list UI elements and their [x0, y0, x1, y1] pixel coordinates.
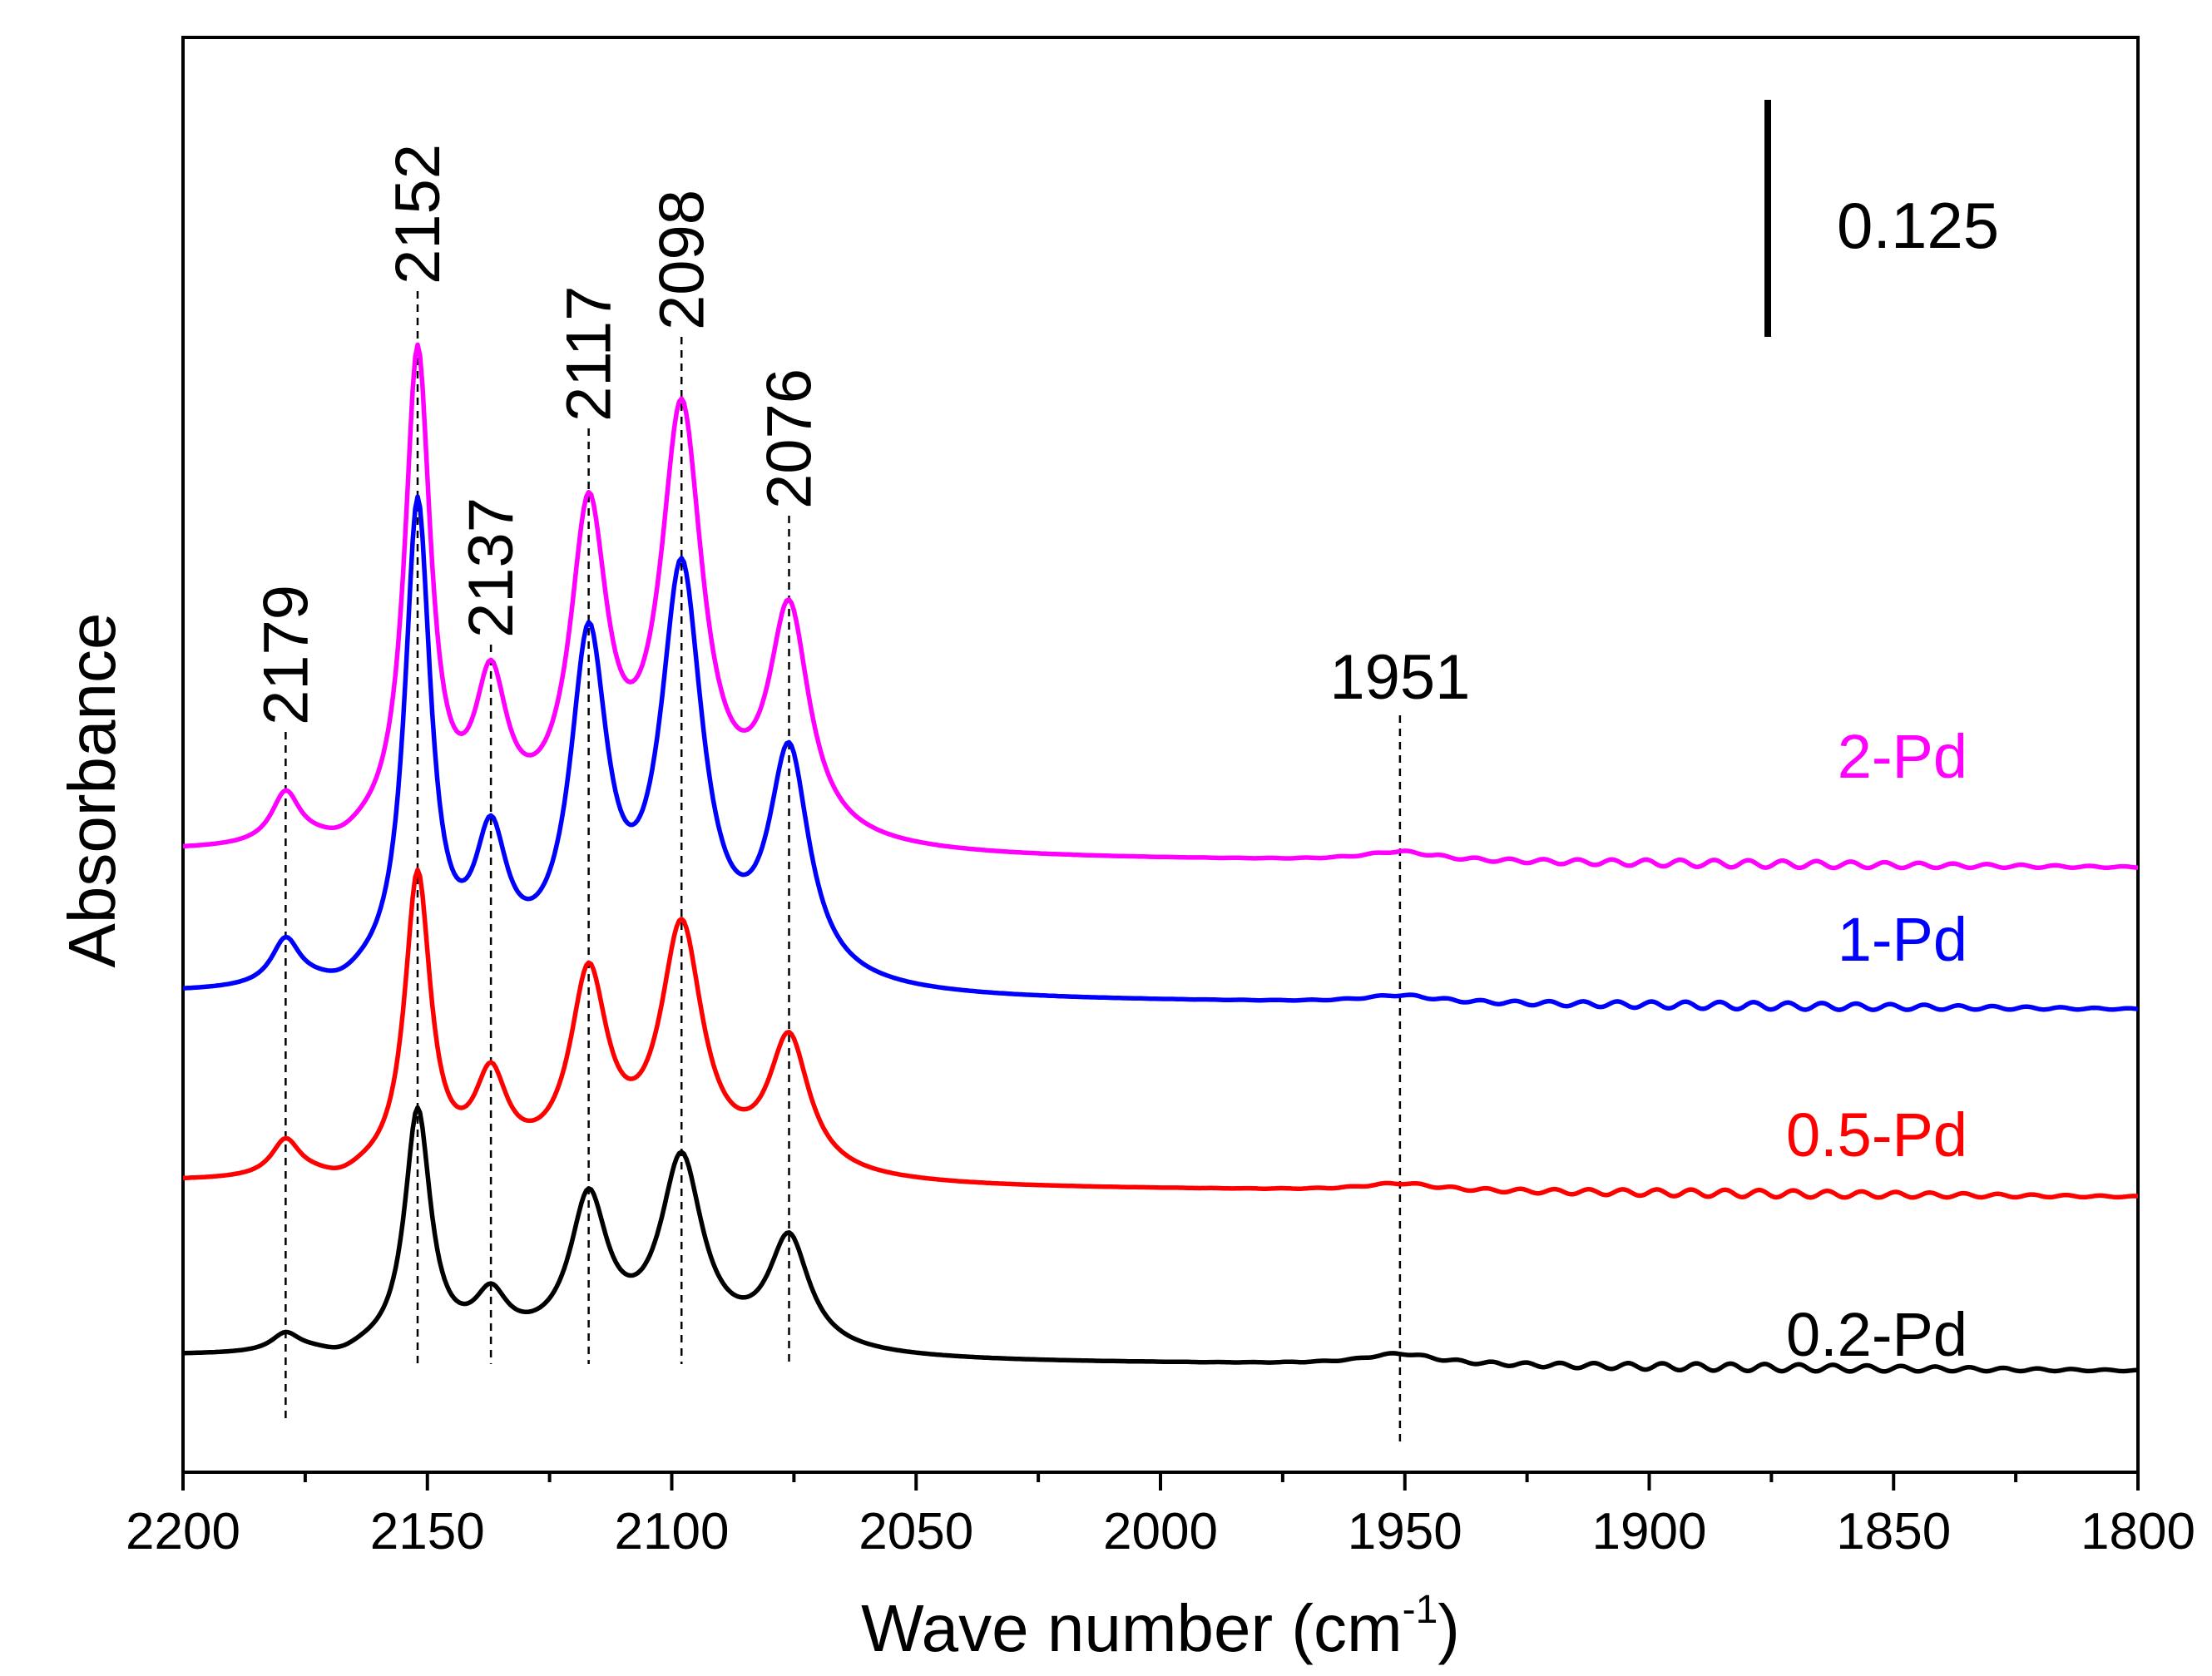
- series-line-2-Pd: [182, 342, 2139, 871]
- series-lines: [182, 342, 2139, 1374]
- x-tick-label: 2150: [370, 1503, 485, 1560]
- x-axis-ticks: 2200 2150 2100 2050 2000 1950 1900 1850 1800: [126, 1472, 2195, 1560]
- series-line-1-Pd: [182, 494, 2139, 1012]
- y-axis-title: Absorbance: [55, 613, 129, 968]
- series-labels: 2-Pd 1-Pd 0.5-Pd 0.2-Pd: [1786, 722, 1967, 1369]
- x-tick-label: 2000: [1103, 1503, 1218, 1560]
- series-label-0.2-Pd: 0.2-Pd: [1786, 1300, 1967, 1369]
- peak-label-2076: 2076: [755, 368, 825, 509]
- series-label-2-Pd: 2-Pd: [1838, 722, 1967, 791]
- peak-label-2137: 2137: [456, 497, 527, 638]
- peak-guide-lines: [285, 291, 1402, 1443]
- x-tick-label: 2200: [126, 1503, 240, 1560]
- x-tick-label: 1950: [1348, 1503, 1462, 1560]
- series-line-0.2-Pd: [182, 1105, 2139, 1374]
- peak-label-2098: 2098: [646, 190, 717, 330]
- series-label-0.5-Pd: 0.5-Pd: [1786, 1100, 1967, 1169]
- peak-label-2117: 2117: [554, 286, 625, 422]
- x-tick-label: 2100: [615, 1503, 730, 1560]
- peak-label-2179: 2179: [250, 585, 321, 725]
- peak-labels: 2179 2152 2137 2117 2098 2076 1951: [250, 144, 1470, 725]
- x-tick-label: 1800: [2081, 1503, 2195, 1560]
- x-axis-title: Wave number (cm-1): [861, 1588, 1460, 1665]
- x-tick-label: 1850: [1836, 1503, 1951, 1560]
- peak-label-2152: 2152: [383, 144, 453, 284]
- series-label-1-Pd: 1-Pd: [1838, 905, 1967, 974]
- series-line-0.5-Pd: [182, 867, 2139, 1200]
- peak-label-1951: 1951: [1329, 642, 1470, 713]
- x-tick-label: 1900: [1592, 1503, 1707, 1560]
- x-tick-label: 2050: [859, 1503, 973, 1560]
- scale-bar-label: 0.125: [1837, 189, 1999, 262]
